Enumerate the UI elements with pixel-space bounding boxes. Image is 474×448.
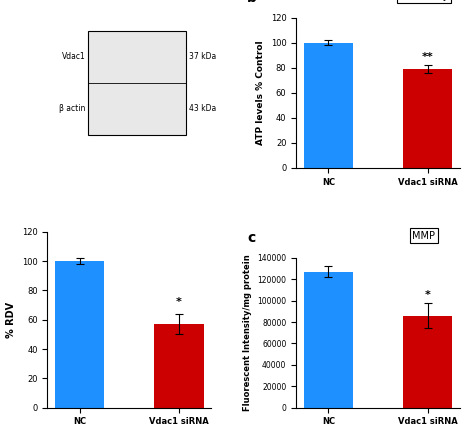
Bar bbox=[403, 69, 452, 168]
Y-axis label: ATP levels % Control: ATP levels % Control bbox=[256, 41, 265, 145]
Text: *: * bbox=[176, 297, 182, 306]
Text: **: ** bbox=[422, 52, 433, 62]
Bar bbox=[303, 43, 353, 168]
Text: β actin: β actin bbox=[59, 104, 86, 113]
Bar bbox=[55, 261, 104, 408]
Bar bbox=[88, 31, 186, 135]
Bar bbox=[303, 271, 353, 408]
Y-axis label: Fluorescent Intensity/mg protein: Fluorescent Intensity/mg protein bbox=[243, 254, 252, 411]
Bar bbox=[154, 324, 204, 408]
Text: b: b bbox=[247, 0, 257, 5]
Text: c: c bbox=[247, 231, 255, 245]
Text: 37 kDa: 37 kDa bbox=[189, 52, 216, 61]
Text: MMP: MMP bbox=[412, 231, 435, 241]
Bar bbox=[403, 315, 452, 408]
Text: *: * bbox=[425, 289, 430, 300]
Text: Vdac1: Vdac1 bbox=[62, 52, 86, 61]
Text: ATP Assay: ATP Assay bbox=[399, 0, 448, 1]
Text: 43 kDa: 43 kDa bbox=[189, 104, 216, 113]
Y-axis label: % RDV: % RDV bbox=[6, 302, 17, 338]
